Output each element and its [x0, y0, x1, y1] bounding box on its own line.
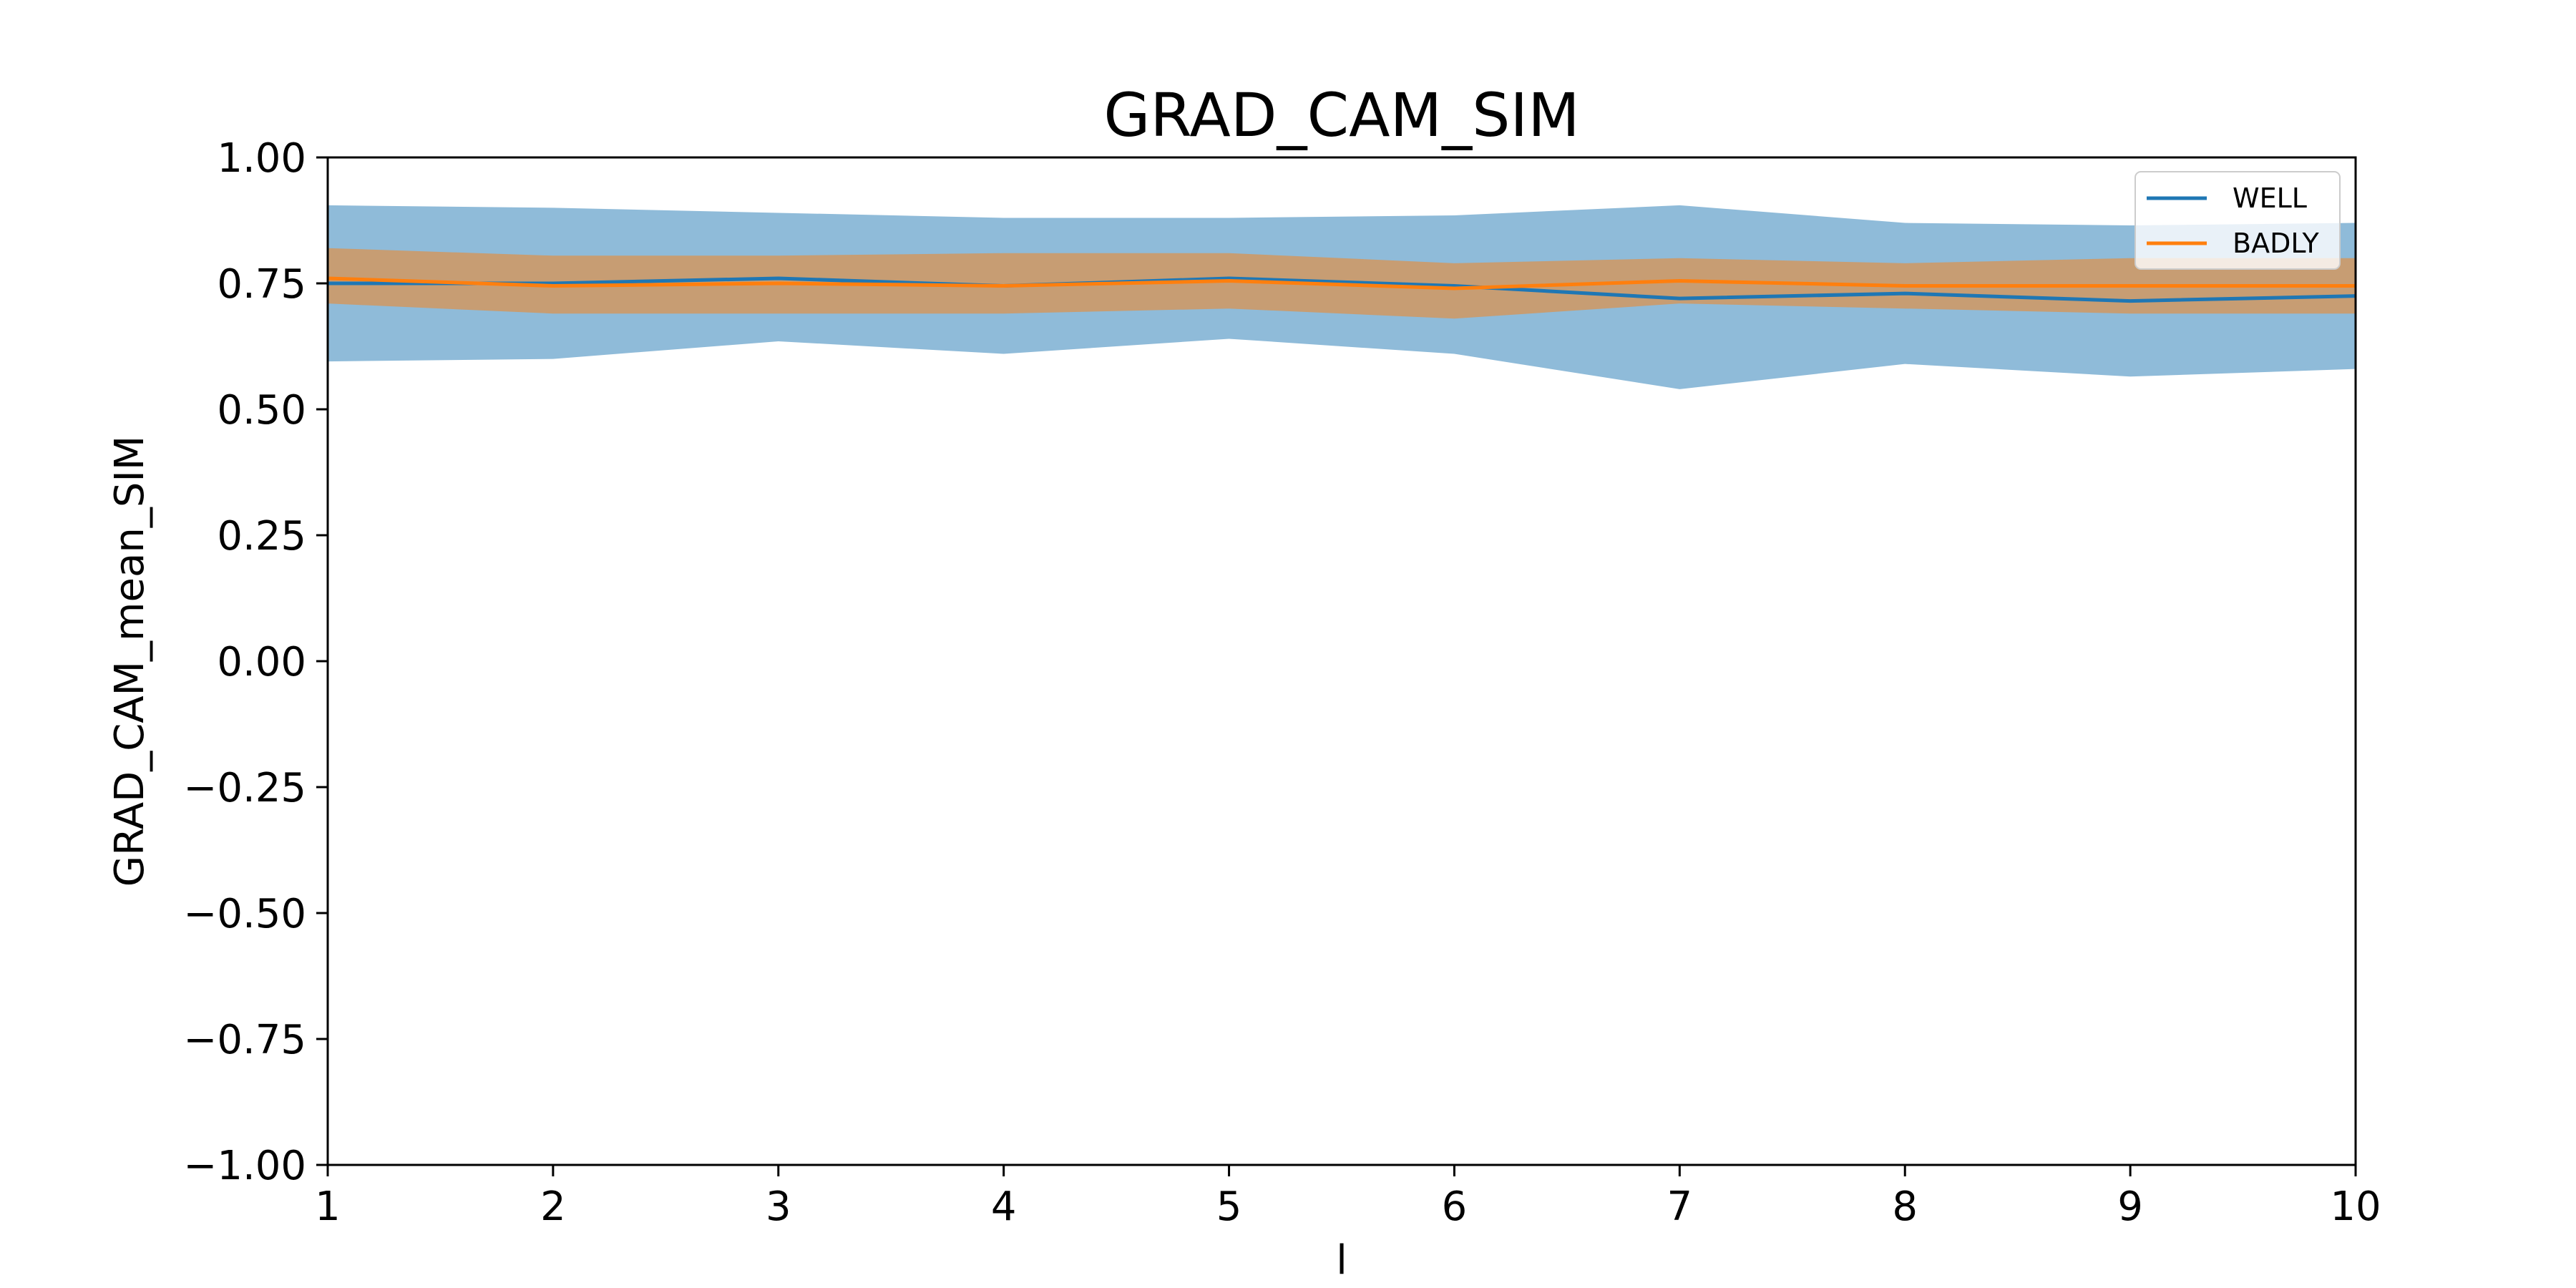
legend-label-badly: BADLY — [2233, 228, 2319, 259]
y-tick-label: −0.50 — [183, 891, 306, 937]
x-tick-label: 9 — [2117, 1184, 2143, 1230]
x-axis-label: l — [1336, 1237, 1347, 1284]
y-axis-label: GRAD_CAM_mean_SIM — [107, 436, 153, 887]
y-tick-label: −1.00 — [183, 1143, 306, 1189]
series-lines — [327, 276, 2356, 303]
x-axis-ticks: 1 2 3 4 5 6 7 8 9 10 — [315, 1165, 2381, 1230]
x-tick-label: 1 — [315, 1184, 341, 1230]
y-axis-ticks: 1.00 0.75 0.50 0.25 0.00 −0.25 −0.50 −0.75 −1.00 — [183, 135, 328, 1189]
x-tick-label: 5 — [1216, 1184, 1242, 1230]
legend-label-well: WELL — [2233, 182, 2307, 214]
legend: WELL BADLY — [2135, 171, 2341, 270]
y-tick-label: −0.75 — [183, 1017, 306, 1063]
x-tick-label: 6 — [1442, 1184, 1468, 1230]
y-tick-label: 0.50 — [217, 387, 306, 434]
y-tick-label: 0.00 — [217, 639, 306, 686]
y-tick-label: 0.75 — [217, 261, 306, 308]
y-tick-label: 1.00 — [217, 135, 306, 182]
y-tick-label: −0.25 — [183, 765, 306, 811]
x-tick-label: 2 — [540, 1184, 566, 1230]
x-tick-label: 7 — [1667, 1184, 1693, 1230]
x-tick-label: 8 — [1892, 1184, 1918, 1230]
x-tick-label: 4 — [991, 1184, 1017, 1230]
line-badly — [327, 276, 2356, 291]
y-tick-label: 0.25 — [217, 513, 306, 560]
chart-title: GRAD_CAM_SIM — [1103, 80, 1579, 150]
x-tick-label: 3 — [766, 1184, 791, 1230]
x-tick-label: 10 — [2330, 1184, 2381, 1230]
line-well — [328, 276, 2356, 303]
